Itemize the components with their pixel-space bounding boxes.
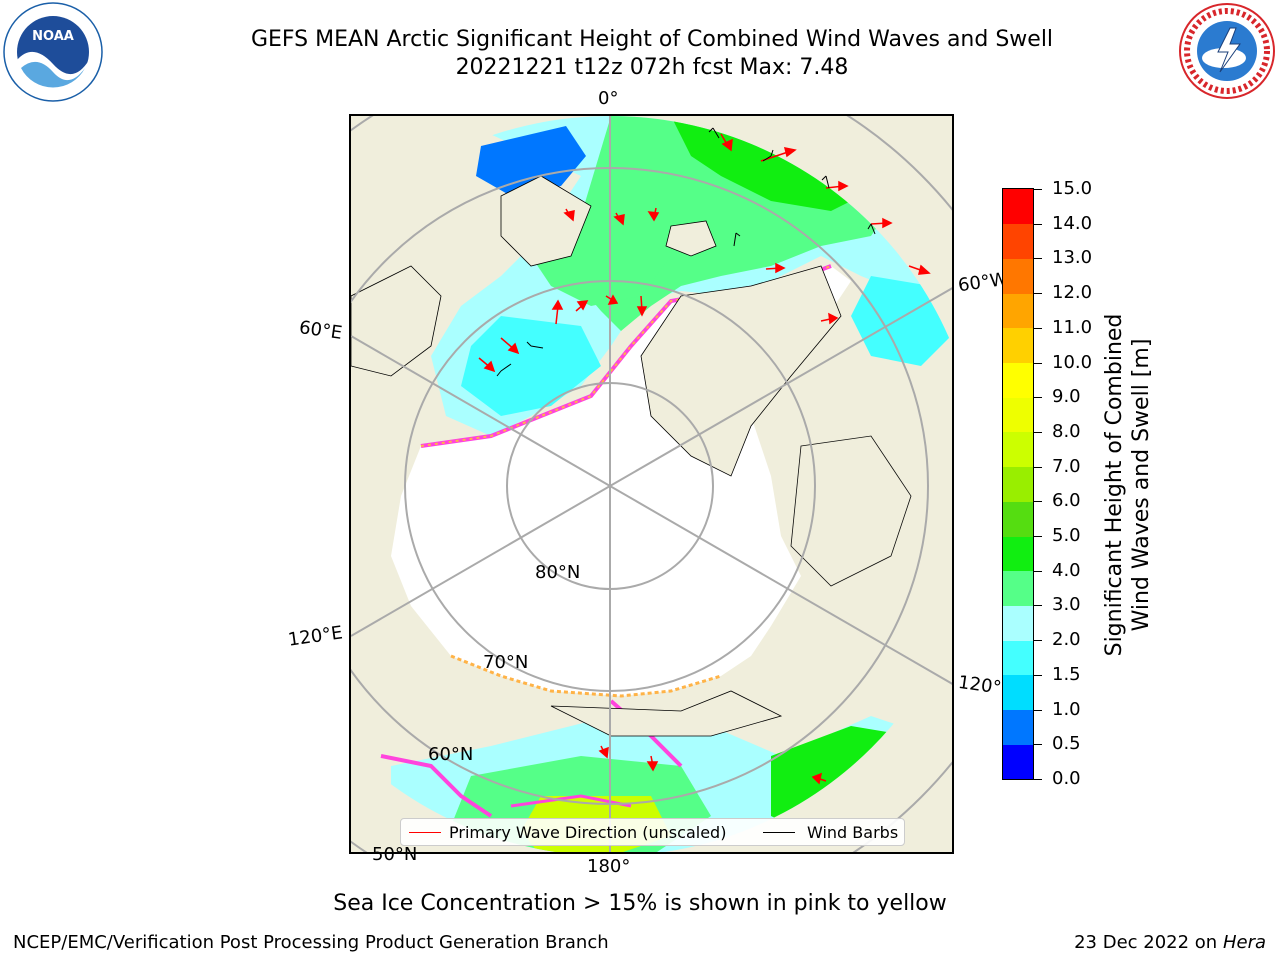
colorbar-tick: [1034, 327, 1042, 329]
colorbar-tick-label: 3.0: [1052, 594, 1081, 616]
colorbar-tick-label: 15.0: [1052, 178, 1093, 199]
lat-label-60: 60°N: [428, 744, 474, 765]
lat-label-80: 80°N: [535, 562, 581, 583]
lon-label-0: 0°: [598, 88, 619, 109]
colorbar-tick-label: 12.0: [1052, 282, 1093, 304]
colorbar-segment: [1003, 431, 1033, 468]
sea-ice-note: Sea Ice Concentration > 15% is shown in …: [333, 891, 947, 916]
lat-label-70: 70°N: [483, 652, 529, 673]
wind-barbs-legend-line: [763, 832, 795, 833]
colorbar-segment: [1003, 570, 1033, 606]
wind-barbs: [496, 127, 876, 377]
colorbar-tick: [1034, 674, 1042, 676]
colorbar-tick: [1034, 258, 1042, 260]
chart-subtitle: 20221221 t12z 072h fcst Max: 7.48: [455, 55, 849, 80]
colorbar-segment: [1003, 466, 1033, 502]
colorbar-tick-label: 11.0: [1052, 316, 1093, 338]
colorbar-tick: [1034, 466, 1042, 468]
map-canvas: [351, 116, 952, 852]
chart-title: GEFS MEAN Arctic Significant Height of C…: [250, 27, 1054, 52]
wave-direction-arrows: [478, 133, 931, 785]
footer-branch: NCEP/EMC/Verification Post Processing Pr…: [13, 932, 609, 953]
colorbar-segment: [1003, 397, 1033, 433]
map-legend: Primary Wave Direction (unscaled) Wind B…: [400, 818, 905, 846]
colorbar-tick-label: 6.0: [1052, 490, 1081, 512]
noaa-logo: NOAA: [3, 2, 103, 102]
colorbar-title-line1: Significant Height of Combined: [1102, 313, 1127, 657]
lon-label-120e: 120°E: [286, 622, 344, 651]
colorbar-tick-label: 0.0: [1052, 768, 1081, 789]
colorbar-tick: [1034, 536, 1042, 538]
colorbar-tick: [1034, 189, 1042, 190]
colorbar-segment: [1003, 293, 1033, 329]
colorbar-tick-label: 5.0: [1052, 525, 1081, 547]
colorbar-segment: [1003, 189, 1033, 225]
colorbar-tick: [1034, 744, 1042, 746]
colorbar-segment: [1003, 709, 1033, 745]
colorbar-tick-label: 1.0: [1052, 698, 1081, 720]
footer-date: 23 Dec 2022 on Hera: [1074, 932, 1266, 953]
colorbar-tick: [1034, 223, 1042, 225]
lat-label-50: 50°N: [372, 844, 418, 865]
colorbar-tick: [1034, 501, 1042, 503]
colorbar-tick-label: 14.0: [1052, 212, 1093, 234]
colorbar-segment: [1003, 674, 1033, 711]
colorbar-tick: [1034, 709, 1042, 711]
wind-barbs-legend-label: Wind Barbs: [807, 823, 899, 842]
colorbar-segment: [1003, 501, 1033, 537]
colorbar-segment: [1003, 223, 1033, 259]
colorbar: [1002, 188, 1034, 780]
colorbar-tick-label: 10.0: [1052, 351, 1093, 373]
colorbar-segment: [1003, 744, 1033, 780]
colorbar-segment: [1003, 536, 1033, 572]
colorbar-tick: [1034, 362, 1042, 364]
colorbar-tick: [1034, 431, 1042, 433]
primary-wave-legend-line: [409, 832, 441, 833]
footer-host: Hera: [1222, 932, 1266, 953]
primary-wave-legend-label: Primary Wave Direction (unscaled): [449, 823, 727, 842]
colorbar-tick-label: 7.0: [1052, 455, 1081, 477]
nws-logo: [1178, 2, 1276, 100]
footer-date-text: 23 Dec 2022 on: [1074, 932, 1218, 953]
colorbar-tick-label: 9.0: [1052, 386, 1081, 408]
colorbar-tick-label: 0.5: [1052, 733, 1081, 755]
colorbar-tick-label: 1.5: [1052, 663, 1081, 685]
colorbar-tick: [1034, 293, 1042, 295]
colorbar-tick: [1034, 605, 1042, 607]
colorbar-tick: [1034, 397, 1042, 399]
arctic-map: [349, 114, 954, 854]
colorbar-tick: [1034, 570, 1042, 572]
colorbar-tick: [1034, 640, 1042, 642]
colorbar-segment: [1003, 605, 1033, 641]
colorbar-title-line2: Wind Waves and Swell [m]: [1129, 338, 1154, 632]
colorbar-segment: [1003, 258, 1033, 294]
colorbar-tick-label: 13.0: [1052, 247, 1093, 269]
svg-text:NOAA: NOAA: [32, 29, 74, 44]
colorbar-title: Significant Height of Combined Wind Wave…: [1101, 314, 1155, 657]
colorbar-segment: [1003, 327, 1033, 364]
colorbar-segment: [1003, 362, 1033, 398]
colorbar-tick-label: 4.0: [1052, 559, 1081, 581]
colorbar-tick-label: 2.0: [1052, 629, 1081, 651]
colorbar-tick-label: 8.0: [1052, 420, 1081, 442]
colorbar-tick: [1034, 779, 1042, 780]
colorbar-segment: [1003, 640, 1033, 676]
lon-label-180: 180°: [587, 856, 631, 877]
lon-label-60e: 60°E: [297, 317, 344, 344]
